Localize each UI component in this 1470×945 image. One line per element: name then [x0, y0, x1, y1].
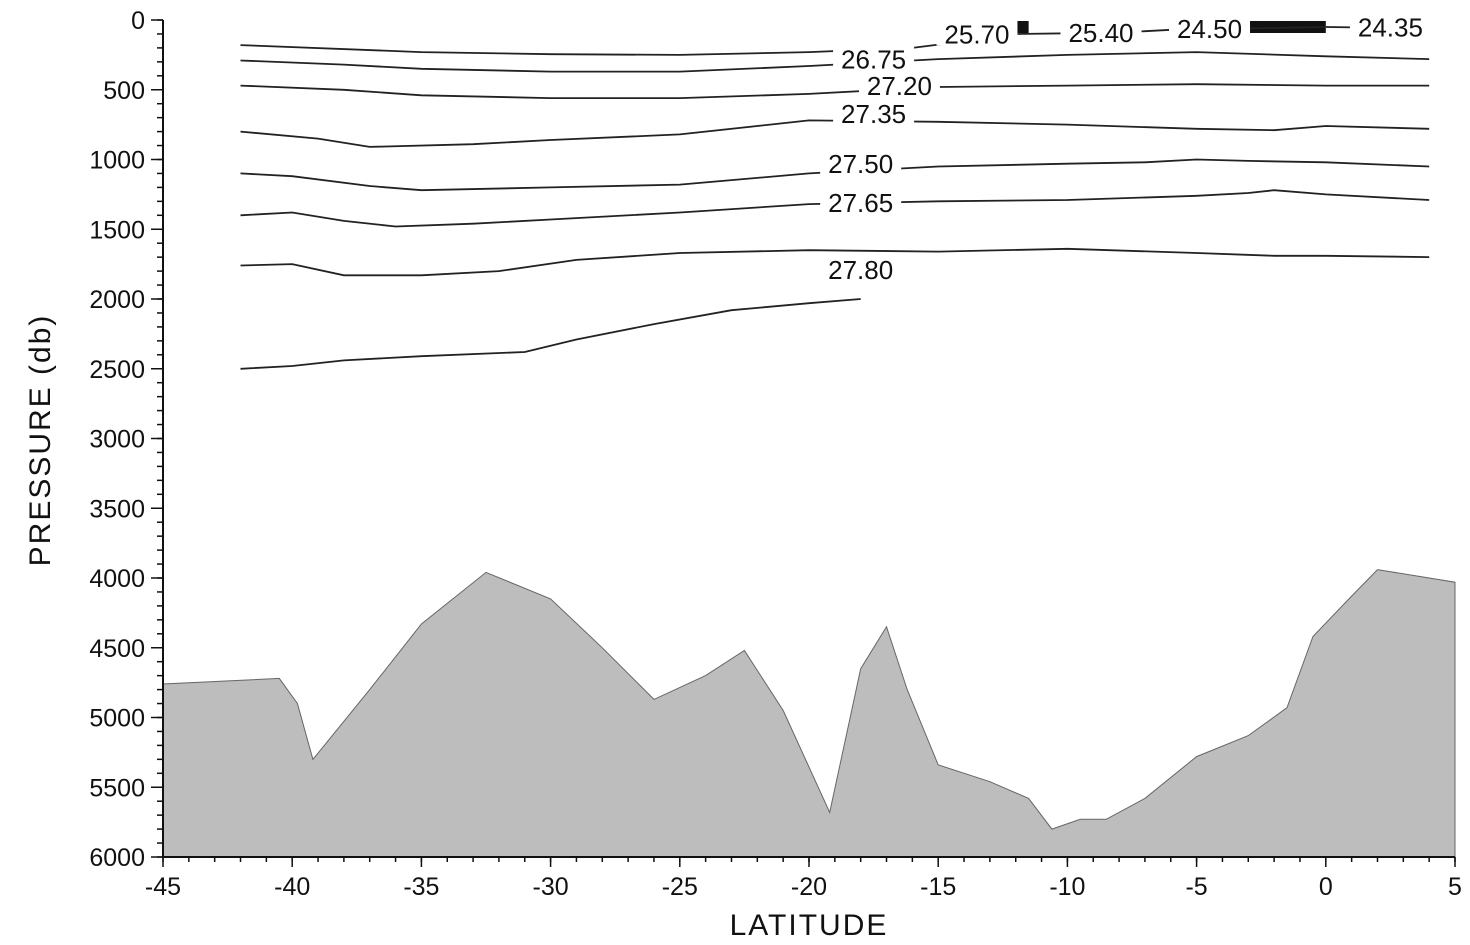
x-tick-label: 0: [1319, 873, 1333, 901]
contour-line-deep-10: [240, 298, 861, 370]
y-tick-label: 2500: [89, 356, 145, 384]
y-tick-label: 2000: [89, 286, 145, 314]
contour-label-25-70: 25.70: [944, 19, 1009, 49]
contour-label-24-35: 24.35: [1358, 12, 1423, 42]
contour-label-bg: [936, 19, 1018, 46]
x-tick-label: -5: [1185, 873, 1207, 901]
y-tick-label: 5000: [89, 705, 145, 733]
contour-label-27-50: 27.50: [828, 149, 893, 179]
y-tick-label: 3000: [89, 426, 145, 454]
y-tick-label: 1500: [89, 216, 145, 244]
y-tick-label: 500: [103, 77, 145, 105]
x-tick-label: -25: [662, 873, 698, 901]
y-tick-label: 3500: [89, 495, 145, 523]
contour-label-bg: [1169, 13, 1251, 40]
contour-label-bg: [820, 255, 902, 282]
y-axis-title: PRESSURE (db): [24, 314, 57, 567]
y-tick-label: 4500: [89, 635, 145, 663]
contour-line-27-80: [240, 247, 1430, 277]
y-tick-label: 5500: [89, 774, 145, 802]
contour-label-bg: [820, 149, 902, 176]
contour-label-24-50: 24.50: [1177, 14, 1242, 44]
y-tick-label: 6000: [89, 844, 145, 872]
contour-label-25-40: 25.40: [1068, 18, 1133, 48]
contour-line-26-75: [240, 51, 1430, 73]
contour-label-bg: [1060, 17, 1142, 44]
contour-label-27-20: 27.20: [867, 71, 932, 101]
x-tick-label: -10: [1049, 873, 1085, 901]
x-tick-label: 5: [1448, 873, 1462, 901]
x-tick-label: -40: [274, 873, 310, 901]
contour-label-26-75: 26.75: [841, 44, 906, 74]
contour-label-bg: [858, 70, 940, 97]
contour-line-27-35: [240, 119, 1430, 148]
x-tick-label: -45: [145, 873, 181, 901]
x-tick-label: -20: [791, 873, 827, 901]
x-axis-title: LATITUDE: [730, 909, 889, 942]
contour-line-27-65: [240, 189, 1430, 228]
bottom-topography-layer: [162, 569, 1456, 858]
x-tick-label: -30: [533, 873, 569, 901]
x-tick-label: -35: [403, 873, 439, 901]
contour-label-bg: [833, 98, 915, 125]
contour-label-bg: [1349, 12, 1431, 39]
y-ticks-layer: 0 500 1000 1500 2000 2500 3000 3500 4000 4500 5000…: [89, 7, 163, 872]
bottom-topography: [162, 569, 1456, 858]
contour-label-27-35: 27.35: [841, 99, 906, 129]
x-tick-label: -15: [920, 873, 956, 901]
y-tick-label: 4000: [89, 565, 145, 593]
contour-label-bg: [833, 44, 915, 71]
x-ticks-layer: -45 -40 -35 -30 -25 -20 -15 -10 -5 0 5: [145, 857, 1462, 901]
contour-line-27-20: [240, 83, 1430, 99]
contour-label-27-80: 27.80: [828, 255, 893, 285]
contour-label-27-65: 27.65: [828, 188, 893, 218]
y-tick-label: 1000: [89, 147, 145, 175]
contour-label-bg: [820, 188, 902, 215]
y-tick-label: 0: [131, 7, 145, 35]
